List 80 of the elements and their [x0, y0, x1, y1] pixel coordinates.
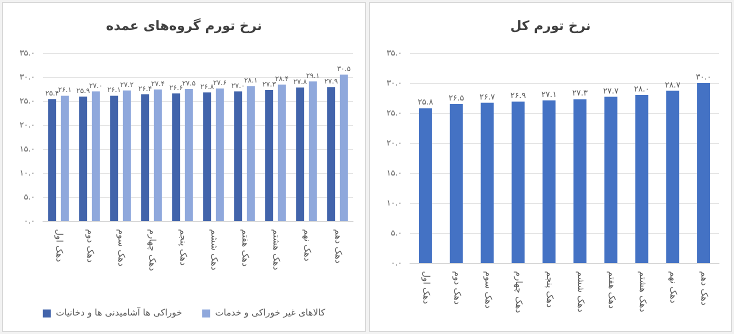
bar	[278, 84, 286, 221]
bar	[172, 93, 180, 221]
y-tick-label: ۲۰.۰	[386, 138, 402, 148]
bar	[697, 83, 710, 263]
bar	[604, 96, 618, 263]
x-tick-label: دهک هفتم	[606, 271, 616, 309]
x-tick-label: دهک ششم	[208, 229, 218, 270]
bar	[480, 102, 494, 263]
x-tick-label: دهک نهم	[302, 229, 312, 262]
bar	[666, 90, 680, 263]
bar	[110, 96, 118, 221]
y-tick-label: ۱۰.۰	[20, 168, 35, 178]
chart-title: نرخ تورم کل	[510, 19, 591, 34]
x-tick-label: دهک هفتم	[240, 229, 250, 267]
bar	[246, 86, 255, 221]
data-label: ۲۶.۵	[448, 94, 464, 102]
bar	[60, 96, 69, 221]
y-tick-label: ۰.۰	[390, 258, 402, 268]
bar	[450, 104, 463, 263]
y-tick-label: ۳۰.۰	[20, 72, 35, 82]
data-label: ۲۸.۷	[664, 80, 682, 90]
data-label: ۲۷.۳	[572, 88, 588, 98]
bar	[48, 99, 56, 221]
x-tick-label: دهک پنجم	[544, 271, 554, 308]
chart-title: نرخ تورم گروه‌های عمده	[106, 18, 262, 34]
y-tick-label: ۱۵.۰	[20, 144, 35, 154]
x-tick-label: دهک دوم	[451, 271, 462, 305]
y-tick-label: ۲۵.۰	[386, 108, 402, 118]
bar	[542, 100, 556, 263]
bar	[92, 91, 100, 221]
bar	[216, 88, 224, 221]
bar	[122, 90, 131, 221]
bar	[265, 90, 274, 221]
bar	[79, 96, 88, 221]
bar	[418, 108, 432, 263]
data-label: ۲۵.۸	[418, 98, 434, 107]
data-label: ۲۸.۰	[634, 84, 650, 94]
bar	[234, 91, 242, 221]
bar	[184, 89, 193, 221]
bar	[154, 89, 162, 221]
x-tick-label: دهک سوم	[116, 229, 126, 266]
y-tick-label: ۲۵.۰	[20, 96, 35, 106]
legend-label: کالاهای غیر خوراکی و خدمات	[215, 308, 326, 318]
y-tick-label: ۱۵.۰	[386, 168, 402, 178]
y-tick-label: ۳۵.۰	[20, 48, 35, 58]
y-tick-label: ۳۰.۰	[386, 78, 402, 88]
x-tick-label: دهک دهم	[698, 271, 709, 306]
data-label: ۲۷.۱	[541, 90, 557, 99]
y-tick-label: ۱۰.۰	[386, 198, 402, 208]
x-tick-label: دهک سوم	[482, 271, 492, 308]
x-tick-label: دهک دهم	[332, 229, 342, 264]
y-tick-label: ۰.۰	[24, 216, 35, 226]
data-label: ۲۷.۷	[603, 86, 620, 96]
x-tick-label: دهک دوم	[84, 229, 94, 263]
y-tick-label: ۳۵.۰	[386, 48, 402, 58]
bar	[512, 102, 525, 263]
y-tick-label: ۲۰.۰	[20, 120, 35, 130]
x-tick-label: دهک اول	[420, 271, 430, 304]
x-tick-label: دهک ششم	[574, 271, 585, 312]
bar	[327, 87, 336, 221]
data-label: ۲۶.۹	[510, 91, 526, 100]
x-tick-label: دهک نهم	[668, 271, 678, 304]
bar	[340, 74, 348, 221]
x-tick-label: دهک اول	[54, 229, 64, 262]
bar	[573, 99, 586, 263]
x-tick-label: دهک هشتم	[636, 271, 647, 312]
y-tick-label: ۵.۰	[390, 228, 402, 238]
bar	[141, 94, 150, 221]
legend-label: خوراکی ها آشامیدنی ها و دخانیات	[56, 306, 182, 318]
bar	[635, 95, 648, 263]
bar	[296, 88, 304, 221]
x-tick-label: دهک هشتم	[270, 229, 280, 270]
bar	[203, 92, 212, 221]
bar	[308, 81, 317, 221]
data-label: ۳۰.۰	[696, 72, 712, 82]
data-label: ۲۶.۷	[480, 92, 496, 102]
x-tick-label: دهک پنجم	[178, 229, 188, 266]
x-tick-label: دهک چهارم	[146, 229, 156, 272]
x-tick-label: دهک چهارم	[513, 271, 524, 314]
y-tick-label: ۵.۰	[24, 192, 35, 202]
